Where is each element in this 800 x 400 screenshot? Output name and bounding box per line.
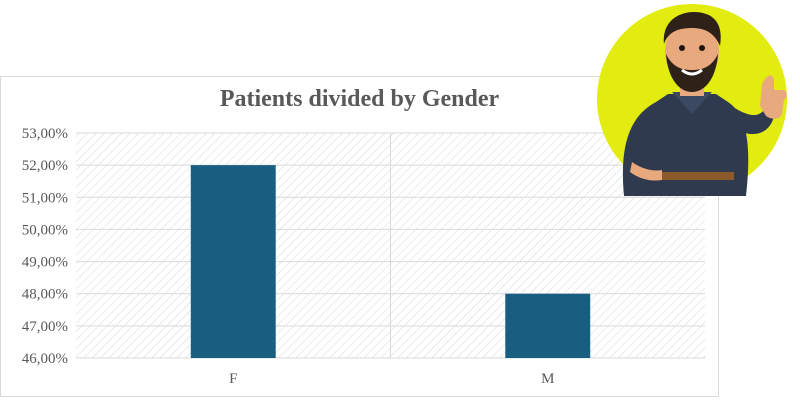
left-eye [679,45,685,51]
hand-on-hip [630,162,662,181]
y-tick-label: 52,00% [22,158,68,174]
thumbs-up-hand [760,75,787,119]
chart-title: Patients divided by Gender [219,86,500,112]
mascot-thumbs-up-icon [597,4,787,196]
y-tick-label: 48,00% [22,287,68,303]
y-tick-label: 51,00% [22,190,68,206]
bars [190,165,591,358]
shirt-collar [672,92,712,114]
gridlines [76,132,705,359]
bar-f [190,165,276,358]
y-tick-label: 49,00% [22,255,68,271]
hair [663,12,721,46]
x-tick-label: F [229,371,237,387]
belt [662,172,734,180]
x-tick-label: M [541,371,554,387]
smile [681,68,703,76]
bar-m [505,293,591,358]
y-axis-ticks: 46,00% 47,00% 48,00% 49,00% 50,00% 51,00% 52,0… [22,126,68,367]
y-tick-label: 50,00% [22,222,68,238]
y-tick-label: 46,00% [22,351,68,367]
right-eye [699,45,705,51]
y-tick-label: 47,00% [22,319,68,335]
y-tick-label: 53,00% [22,126,68,142]
